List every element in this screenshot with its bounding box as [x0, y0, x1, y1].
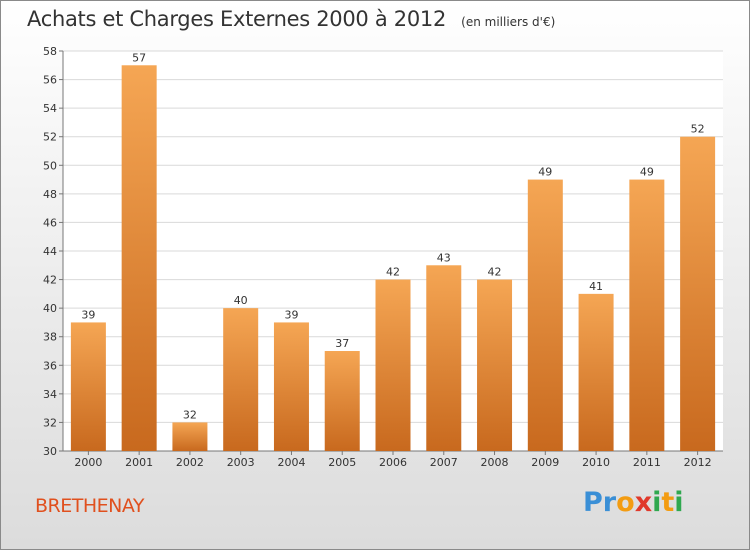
- bar-value-label: 39: [81, 308, 95, 321]
- bar-value-label: 39: [284, 308, 298, 321]
- logo-letter: x: [634, 487, 653, 518]
- bar-value-label: 37: [335, 337, 349, 350]
- x-tick-label: 2008: [481, 456, 509, 469]
- x-tick-label: 2001: [125, 456, 153, 469]
- bar-value-label: 42: [386, 266, 400, 279]
- logo-letter: r: [602, 487, 617, 518]
- y-tick-label: 58: [43, 45, 57, 58]
- bar-value-label: 52: [691, 123, 705, 136]
- bar: [527, 179, 563, 452]
- bar: [324, 351, 360, 451]
- bar-value-label: 32: [183, 408, 197, 421]
- bar: [172, 422, 208, 451]
- x-tick-label: 2011: [633, 456, 661, 469]
- x-tick-label: 2009: [531, 456, 559, 469]
- y-tick-label: 46: [43, 216, 57, 229]
- y-tick-label: 56: [43, 74, 57, 87]
- x-tick-label: 2000: [74, 456, 102, 469]
- bar-value-label: 43: [437, 251, 451, 264]
- y-tick-label: 30: [43, 445, 57, 458]
- bar-value-label: 41: [589, 280, 603, 293]
- y-tick-label: 52: [43, 131, 57, 144]
- bar: [629, 179, 665, 452]
- y-tick-label: 50: [43, 159, 57, 172]
- y-tick-label: 36: [43, 359, 57, 372]
- x-tick-label: 2010: [582, 456, 610, 469]
- x-tick-label: 2002: [176, 456, 204, 469]
- bar-value-label: 49: [640, 166, 654, 179]
- x-tick-label: 2006: [379, 456, 407, 469]
- y-tick-label: 44: [43, 245, 57, 258]
- chart-title: Achats et Charges Externes 2000 à 2012: [27, 7, 447, 31]
- y-tick-label: 34: [43, 388, 57, 401]
- bar: [477, 279, 513, 451]
- bar: [70, 322, 106, 451]
- x-tick-label: 2012: [684, 456, 712, 469]
- y-tick-label: 38: [43, 331, 57, 344]
- y-tick-label: 42: [43, 274, 57, 287]
- bar-value-label: 49: [538, 166, 552, 179]
- bar-value-label: 40: [234, 294, 248, 307]
- logo-letter: o: [616, 487, 635, 518]
- y-tick-label: 32: [43, 416, 57, 429]
- bar: [426, 265, 462, 451]
- bar: [223, 308, 259, 451]
- logo-letter: P: [583, 487, 603, 518]
- x-tick-label: 2004: [277, 456, 305, 469]
- logo-letter: t: [661, 487, 675, 518]
- logo-letter: i: [652, 487, 662, 518]
- bar: [578, 293, 614, 451]
- bar-value-label: 42: [488, 266, 502, 279]
- logo-letter: i: [674, 487, 684, 518]
- x-tick-label: 2003: [227, 456, 255, 469]
- x-tick-label: 2007: [430, 456, 458, 469]
- y-tick-label: 54: [43, 102, 57, 115]
- chart-title-row: Achats et Charges Externes 2000 à 2012 (…: [27, 7, 555, 31]
- x-tick-label: 2005: [328, 456, 356, 469]
- chart-unit-note: (en milliers d'€): [461, 15, 556, 29]
- bar: [375, 279, 411, 451]
- bar: [273, 322, 309, 451]
- y-tick-label: 40: [43, 302, 57, 315]
- commune-name: BRETHENAY: [35, 495, 144, 517]
- bar: [680, 136, 716, 451]
- y-tick-label: 48: [43, 188, 57, 201]
- bar-value-label: 57: [132, 51, 146, 64]
- proxiti-logo: Proxiti: [583, 487, 684, 518]
- bar: [121, 65, 157, 452]
